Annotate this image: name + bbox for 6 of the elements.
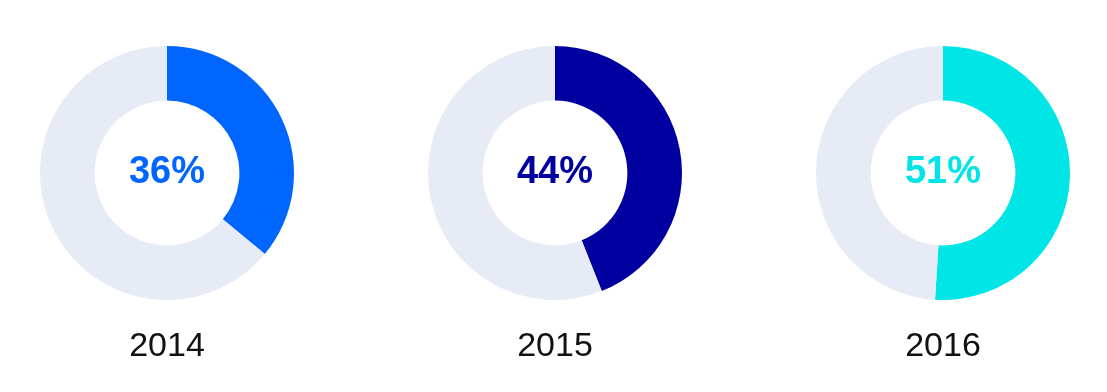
text: 36% bbox=[128, 149, 206, 192]
text: 44% bbox=[516, 149, 594, 192]
text: 2016 bbox=[904, 325, 982, 364]
text: 51% bbox=[904, 149, 982, 192]
text: 2015 bbox=[516, 325, 594, 364]
text: 2014 bbox=[128, 325, 206, 364]
